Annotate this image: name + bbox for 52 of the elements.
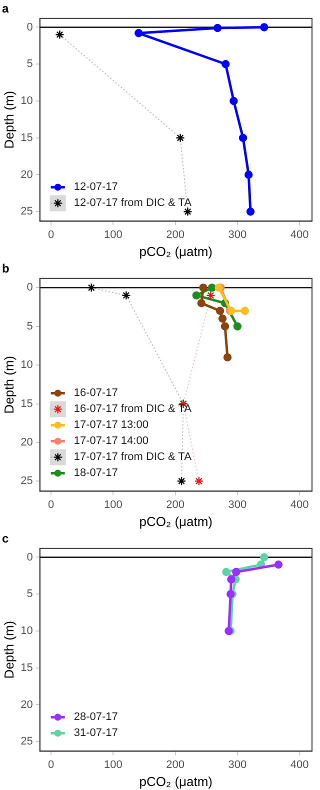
x-tick-label: 0 — [48, 228, 54, 241]
y-tick-label: 0 — [26, 282, 33, 294]
y-tick-label: 10 — [20, 95, 33, 108]
legend-label: 31-07-17 — [74, 727, 118, 740]
legend-label: 16-07-17 — [74, 387, 118, 400]
legend-label: 17-07-17 from DIC & TA — [74, 451, 192, 464]
x-axis-title: pCO₂ (μatm) — [139, 774, 213, 789]
chart-title: c — [2, 532, 9, 546]
y-tick-label: 5 — [26, 588, 33, 600]
y-axis-title: Depth (m) — [1, 90, 16, 149]
x-tick-label: 0 — [48, 498, 54, 511]
y-axis-title: Depth (m) — [1, 356, 16, 414]
legend-label: 12-07-17 — [74, 181, 118, 194]
x-tick-label: 300 — [228, 228, 247, 241]
y-tick-label: 20 — [20, 168, 33, 181]
legend-label: 18-07-17 — [74, 467, 118, 480]
x-tick-label: 100 — [104, 758, 122, 771]
y-tick-label: 5 — [26, 320, 33, 332]
y-tick-label: 15 — [20, 662, 33, 674]
y-tick-label: 5 — [26, 58, 33, 70]
x-tick-label: 100 — [104, 228, 122, 241]
x-tick-label: 100 — [104, 498, 122, 511]
chart-title: a — [2, 2, 9, 16]
y-tick-label: 10 — [20, 625, 33, 638]
x-tick-label: 300 — [228, 498, 247, 511]
x-axis-title: pCO₂ (μatm) — [139, 244, 213, 259]
x-tick-label: 200 — [166, 228, 184, 241]
legend-label: 28-07-17 — [74, 711, 118, 724]
y-tick-label: 0 — [26, 21, 33, 34]
y-tick-label: 15 — [20, 398, 33, 410]
y-tick-label: 25 — [20, 475, 33, 488]
x-tick-label: 300 — [228, 758, 247, 771]
y-tick-label: 15 — [20, 132, 33, 144]
x-axis-title: pCO₂ (μatm) — [139, 514, 213, 529]
y-tick-label: 25 — [20, 206, 33, 218]
x-tick-label: 400 — [290, 758, 309, 771]
x-tick-label: 400 — [290, 498, 309, 511]
y-tick-label: 25 — [20, 736, 33, 748]
x-tick-label: 200 — [166, 758, 184, 771]
y-axis-title: Depth (m) — [1, 620, 16, 679]
legend-label: 12-07-17 from DIC & TA — [74, 197, 192, 210]
x-tick-label: 200 — [166, 498, 184, 511]
y-tick-label: 0 — [26, 551, 33, 564]
legend-label: 17-07-17 13:00 — [74, 419, 148, 432]
y-tick-label: 20 — [20, 698, 33, 711]
chart-title: b — [2, 262, 10, 276]
x-tick-label: 0 — [48, 758, 54, 771]
x-tick-label: 400 — [290, 228, 309, 241]
y-tick-label: 20 — [20, 436, 33, 448]
y-tick-label: 10 — [20, 359, 33, 372]
legend-label: 17-07-17 14:00 — [74, 435, 148, 448]
legend-label: 16-07-17 from DIC & TA — [74, 403, 192, 416]
